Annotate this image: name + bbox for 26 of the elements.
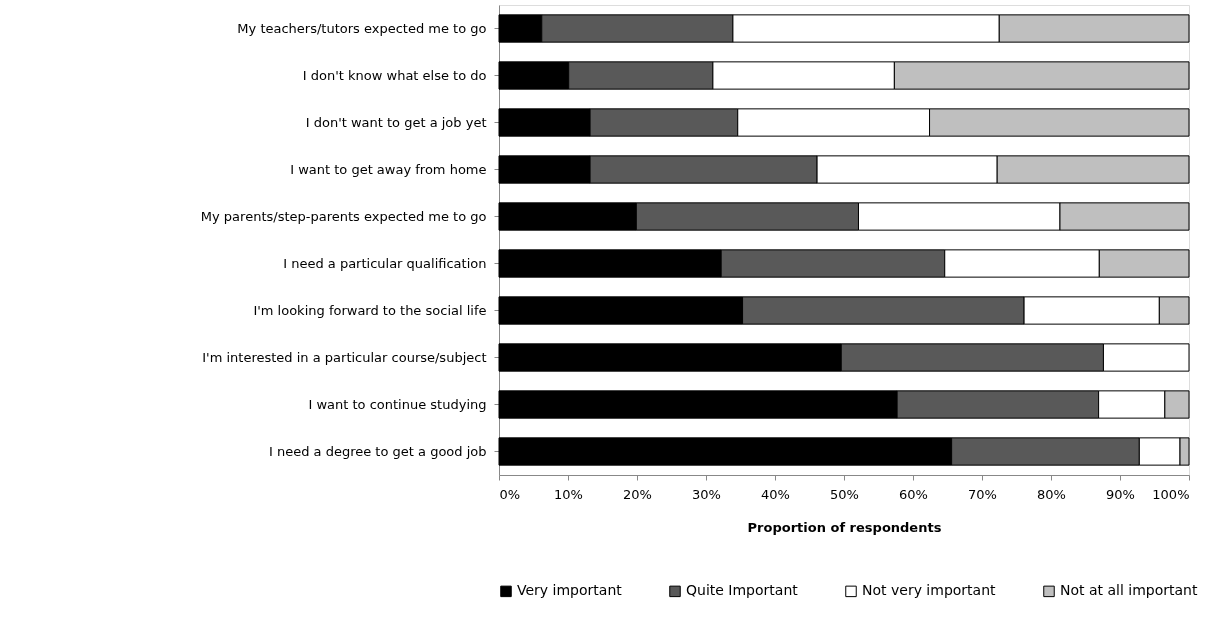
y-tick-label: I don't want to get a job yet	[305, 114, 487, 130]
x-tick-label: 40%	[761, 486, 790, 502]
x-tick-label: 80%	[1037, 486, 1066, 502]
x-tick-label: 20%	[623, 486, 652, 502]
y-tick-label: I'm looking forward to the social life	[253, 302, 487, 318]
x-axis-title: Proportion of respondents	[747, 519, 942, 535]
legend-label: Very important	[517, 582, 623, 599]
legend-label: Not very important	[862, 582, 997, 599]
x-tick-label: 10%	[554, 486, 583, 502]
x-tick-label: 60%	[899, 486, 928, 502]
x-tick-label: 70%	[968, 486, 997, 502]
y-tick-label: I want to get away from home	[290, 161, 487, 177]
y-tick-label: I need a degree to get a good job	[269, 443, 487, 459]
x-tick-label: 100%	[1152, 486, 1190, 502]
x-tick-label: 90%	[1106, 486, 1135, 502]
legend-label: Not at all important	[1060, 582, 1198, 599]
y-tick-label: I want to continue studying	[308, 396, 487, 412]
y-tick-label: My teachers/tutors expected me to go	[237, 20, 487, 36]
legend-label: Quite Important	[686, 582, 799, 599]
x-tick-label: 50%	[830, 486, 859, 502]
y-tick-label: I don't know what else to do	[302, 67, 487, 83]
y-tick-label: My parents/step-parents expected me to go	[200, 208, 487, 224]
y-tick-label: I'm interested in a particular course/subject	[202, 349, 487, 365]
y-tick-label: I need a particular qualification	[283, 255, 487, 271]
x-tick-label: 30%	[692, 486, 721, 502]
x-tick-label: 0%	[499, 486, 521, 502]
